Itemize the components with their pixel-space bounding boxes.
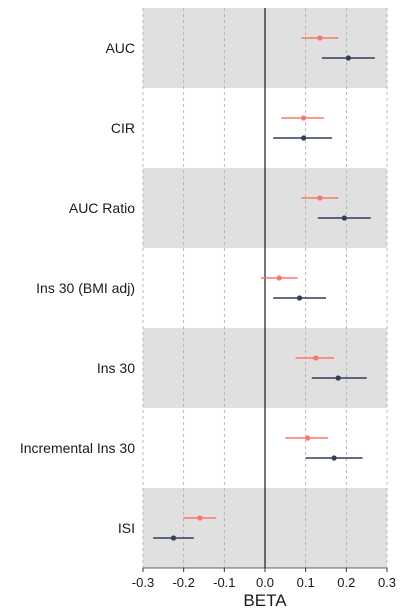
point-estimate — [317, 35, 323, 41]
x-tick-label: 0.3 — [378, 575, 396, 590]
point-estimate — [296, 295, 303, 301]
point-estimate — [317, 195, 323, 201]
row-label: AUC — [105, 40, 135, 56]
point-estimate — [301, 135, 307, 141]
x-tick-label: -0.3 — [132, 575, 154, 590]
row-label: Incremental Ins 30 — [20, 440, 135, 456]
point-estimate — [335, 375, 341, 381]
point-estimate — [170, 535, 177, 541]
row-label: AUC Ratio — [69, 200, 135, 216]
estimate-marks — [153, 35, 375, 541]
point-estimate — [331, 455, 337, 461]
x-tick-label: 0.2 — [337, 575, 355, 590]
x-axis: -0.3 -0.2 -0.1 0.0 0.1 0.2 0.3 — [132, 567, 396, 590]
x-tick-label: 0.0 — [256, 575, 274, 590]
row-label: ISI — [118, 520, 135, 536]
y-axis-labels: AUC CIR AUC Ratio Ins 30 (BMI adj) Ins 30 Inc… — [20, 40, 135, 536]
point-estimate — [305, 435, 311, 441]
point-estimate — [341, 215, 347, 221]
x-tick-label: 0.1 — [297, 575, 315, 590]
x-tick-label: -0.1 — [213, 575, 235, 590]
point-estimate — [276, 275, 282, 281]
row-label: Ins 30 (BMI adj) — [36, 280, 135, 296]
point-estimate — [301, 115, 307, 121]
x-axis-title: BETA — [243, 591, 287, 610]
point-estimate — [313, 355, 319, 361]
row-label: CIR — [111, 120, 135, 136]
x-tick-label: -0.2 — [172, 575, 194, 590]
point-estimate — [345, 55, 351, 61]
point-estimate — [197, 515, 203, 521]
row-label: Ins 30 — [97, 360, 135, 376]
